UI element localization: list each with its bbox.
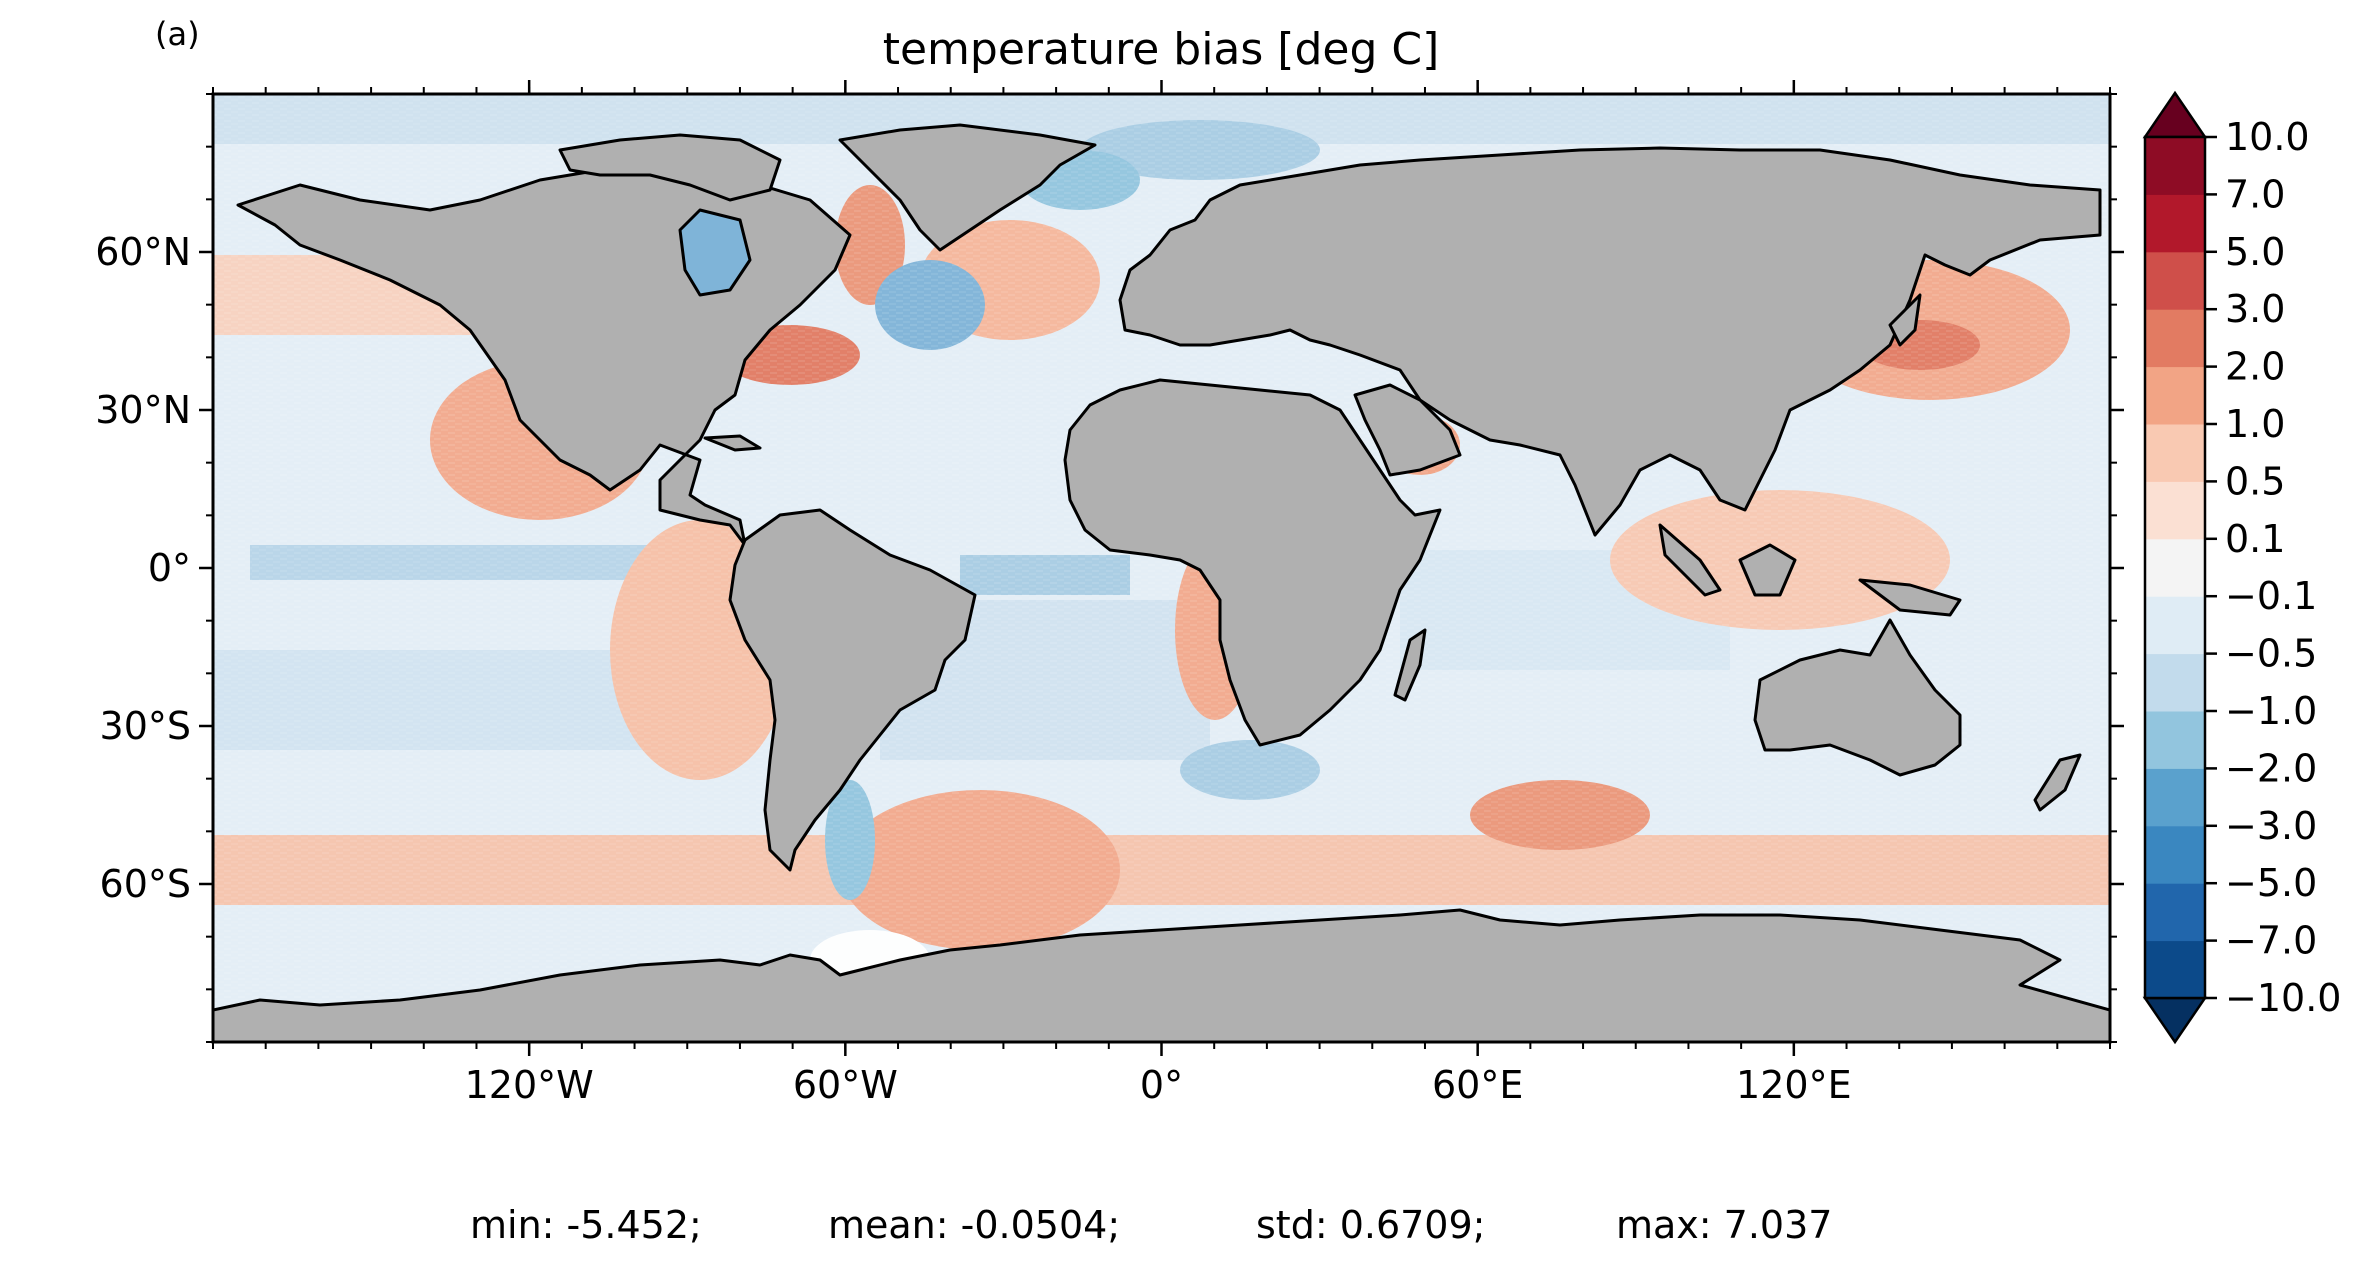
colorbar-tick-label: 10.0 <box>2225 115 2310 159</box>
colorbar-tick-label: 1.0 <box>2225 402 2285 446</box>
land-cuba <box>703 434 762 452</box>
land-masses <box>213 123 2110 1042</box>
colorbar-tick-label: 5.0 <box>2225 230 2285 274</box>
x-tick-label: 120°W <box>465 1063 594 1107</box>
colorbar-extend-over <box>2142 90 2208 139</box>
panel-label: (a) <box>155 15 200 53</box>
y-tick-label: 0° <box>148 546 191 590</box>
y-tick-label: 30°S <box>100 704 191 748</box>
stat-min: min: -5.452; <box>470 1203 702 1247</box>
land-europe-asia <box>1118 146 2102 537</box>
land-japan <box>1888 293 1922 347</box>
land-south-america <box>728 508 977 872</box>
colorbar-tick-label: −2.0 <box>2225 746 2317 790</box>
colorbar-segment <box>2145 538 2205 597</box>
land-australia <box>1753 618 1962 777</box>
y-tick-label: 30°N <box>95 388 191 432</box>
y-tick-label: 60°N <box>95 230 191 274</box>
colorbar-segment <box>2145 768 2205 827</box>
land-hudson-bay-ocean <box>678 208 752 297</box>
colorbar-segment <box>2145 251 2205 310</box>
colorbar-segment <box>2145 309 2205 368</box>
stat-max: max: 7.037 <box>1616 1203 1832 1247</box>
colorbar-segment <box>2145 424 2205 482</box>
colorbar-tick-label: −3.0 <box>2225 804 2317 848</box>
land-arabia <box>1353 383 1462 477</box>
y-tick-label: 60°S <box>100 862 191 906</box>
stat-std: std: 0.6709; <box>1256 1203 1485 1247</box>
colorbar-segment <box>2145 366 2205 425</box>
x-tick-label: 0° <box>1140 1063 1183 1107</box>
land-arctic-archipelago <box>558 133 782 202</box>
land-africa <box>1063 378 1442 747</box>
colorbar-segment <box>2145 711 2205 769</box>
colorbar-segment <box>2145 883 2205 942</box>
land-antarctica <box>213 908 2110 1042</box>
map-title: temperature bias [deg C] <box>883 24 1440 75</box>
colorbar-tick-label: 3.0 <box>2225 287 2285 331</box>
x-tick-label: 60°W <box>793 1063 898 1107</box>
land-borneo <box>1738 543 1797 597</box>
colorbar-tick-label: 2.0 <box>2225 345 2285 389</box>
land-madagascar <box>1393 628 1427 702</box>
colorbar-tick-label: −1.0 <box>2225 689 2317 733</box>
colorbar-segment <box>2145 481 2205 540</box>
colorbar-segment <box>2145 653 2205 712</box>
colorbar-segment <box>2145 137 2205 195</box>
colorbar-segment <box>2145 940 2205 999</box>
x-tick-label: 60°E <box>1432 1063 1523 1107</box>
colorbar-tick-label: −0.5 <box>2225 632 2317 676</box>
colorbar-frame <box>2143 135 2207 1000</box>
colorbar-segment <box>2145 825 2205 884</box>
colorbar-extend-under <box>2142 996 2208 1045</box>
map-axes: 120°W 60°W 0° 60°E 120°E 60°N 30°N 0° 30°S 60°S <box>95 80 2124 1107</box>
colorbar-tick-label: −7.0 <box>2225 919 2317 963</box>
colorbar-segment <box>2145 194 2205 253</box>
colorbar-tick-label: 0.1 <box>2225 517 2285 561</box>
map-area <box>213 94 2110 1042</box>
land-sumatra <box>1658 523 1722 597</box>
colorbar-tick-label: 7.0 <box>2225 172 2285 216</box>
stat-mean: mean: -0.0504; <box>828 1203 1120 1247</box>
colorbar-tick-label: 0.5 <box>2225 459 2285 503</box>
colorbar-tick-label: −10.0 <box>2225 976 2341 1020</box>
colorbar-segment <box>2145 596 2205 655</box>
land-greenland <box>838 123 1097 252</box>
colorbar-tick-label: −0.1 <box>2225 574 2317 618</box>
x-tick-label: 120°E <box>1736 1063 1852 1107</box>
colorbar: −10.0 −7.0 −5.0 −3.0 −2.0 −1.0 −0.5 −0.1 0.1 0.5 1… <box>2142 90 2341 1045</box>
colorbar-tick-label: −5.0 <box>2225 861 2317 905</box>
land-new-guinea <box>1858 578 1962 617</box>
land-new-zealand <box>2033 753 2082 812</box>
